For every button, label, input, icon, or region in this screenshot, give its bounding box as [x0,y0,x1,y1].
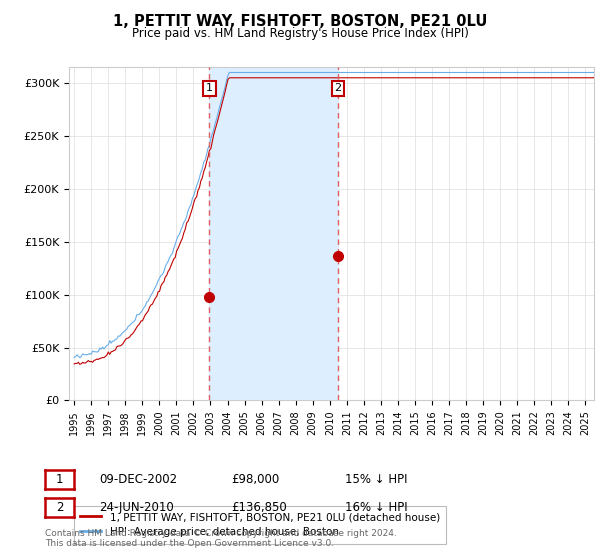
Legend: 1, PETTIT WAY, FISHTOFT, BOSTON, PE21 0LU (detached house), HPI: Average price, : 1, PETTIT WAY, FISHTOFT, BOSTON, PE21 0L… [74,506,446,544]
Text: 09-DEC-2002: 09-DEC-2002 [99,473,177,487]
Text: 1: 1 [56,473,63,487]
Text: 2: 2 [56,501,63,515]
Bar [209,67,338,400]
Text: £98,000: £98,000 [231,473,279,487]
Text: 1: 1 [206,83,213,94]
Text: 24-JUN-2010: 24-JUN-2010 [99,501,174,515]
Text: 2: 2 [334,83,341,94]
Text: 15% ↓ HPI: 15% ↓ HPI [345,473,407,487]
Text: 1, PETTIT WAY, FISHTOFT, BOSTON, PE21 0LU: 1, PETTIT WAY, FISHTOFT, BOSTON, PE21 0L… [113,14,487,29]
Text: This data is licensed under the Open Government Licence v3.0.: This data is licensed under the Open Gov… [45,539,334,548]
Text: 16% ↓ HPI: 16% ↓ HPI [345,501,407,515]
Text: £136,850: £136,850 [231,501,287,515]
Text: Price paid vs. HM Land Registry's House Price Index (HPI): Price paid vs. HM Land Registry's House … [131,27,469,40]
Text: Contains HM Land Registry data © Crown copyright and database right 2024.: Contains HM Land Registry data © Crown c… [45,529,397,538]
